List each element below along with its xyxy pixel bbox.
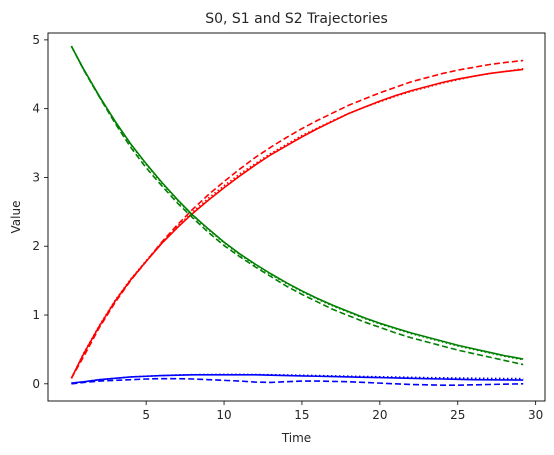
series-line-3 xyxy=(70,45,524,360)
x-tick-label: 25 xyxy=(450,408,465,422)
series-line-8 xyxy=(71,377,524,386)
series-line-2 xyxy=(70,59,524,379)
series-line-5 xyxy=(70,45,524,366)
plot-frame xyxy=(47,32,546,402)
plot-background xyxy=(48,33,545,401)
x-tick-label: 15 xyxy=(294,408,309,422)
x-tick-label: 30 xyxy=(528,408,543,422)
y-tick-label: 5 xyxy=(32,33,40,47)
y-axis-label: Value xyxy=(9,201,23,234)
series-layer xyxy=(70,45,524,386)
x-axis-label: Time xyxy=(281,431,311,445)
series-line-1 xyxy=(70,67,524,379)
y-tick-label: 0 xyxy=(32,377,40,391)
series-line-4 xyxy=(70,45,524,361)
x-axis: 5 10 15 20 25 30 xyxy=(142,401,543,422)
x-tick-label: 20 xyxy=(372,408,387,422)
chart-title: S0, S1 and S2 Trajectories xyxy=(205,11,388,27)
y-tick-label: 4 xyxy=(32,102,40,116)
x-tick-label: 10 xyxy=(216,408,231,422)
y-tick-label: 2 xyxy=(32,239,40,253)
y-tick-label: 3 xyxy=(32,170,40,184)
y-axis: 0 1 2 3 4 5 xyxy=(32,33,48,391)
y-tick-label: 1 xyxy=(32,308,40,322)
x-tick-label: 5 xyxy=(142,408,150,422)
series-line-7 xyxy=(71,373,524,384)
